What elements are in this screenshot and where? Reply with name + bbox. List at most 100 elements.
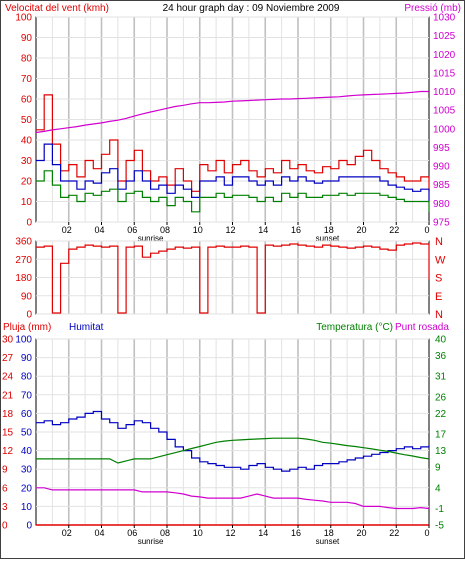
x-tick-label-10: 10: [193, 225, 203, 235]
wind-pressure-panel: 0102030405060708090100975980985990995100…: [15, 13, 455, 244]
direction-compass-0: N: [435, 236, 443, 248]
x-tick-label-04: 04: [94, 225, 104, 235]
temp-y-tick-22: 22: [435, 409, 447, 420]
direction-y-tick-360: 360: [15, 237, 32, 248]
wind-direction-series: [36, 242, 430, 314]
direction-y-tick-90: 90: [21, 291, 33, 302]
direction-compass-1: W: [435, 254, 446, 266]
humidity-y-tick-20: 20: [21, 483, 33, 494]
x-tick-label-16: 16: [291, 225, 301, 235]
temp-y-tick-36: 36: [435, 351, 447, 362]
wind-pressure-series-1: [36, 143, 430, 202]
temp-y-tick-31: 31: [435, 372, 447, 383]
x-tick-label-0: 0: [424, 528, 429, 538]
humidity-axis-label: Humitat: [69, 322, 104, 333]
humidity-y-tick-80: 80: [21, 372, 33, 383]
x-tick-label-08: 08: [160, 528, 170, 538]
humidity-y-tick-90: 90: [21, 353, 33, 364]
rain-y-tick-5: 15: [2, 428, 14, 439]
rain-y-tick-7: 21: [2, 390, 14, 401]
wind-pressure-series-2: [36, 170, 430, 213]
temp-y-tick-4: 4: [435, 483, 441, 494]
direction-compass-4: N: [435, 309, 443, 321]
rain-y-tick-4: 12: [2, 446, 14, 457]
sunset-label: sunset: [316, 537, 340, 546]
sunset-label: sunset: [316, 234, 340, 243]
pressure-y-tick-1020: 1020: [433, 50, 456, 61]
humidity-y-tick-50: 50: [21, 428, 33, 439]
humidity-y-tick-30: 30: [21, 465, 33, 476]
pressure-y-tick-1025: 1025: [433, 31, 456, 42]
rain-y-tick-8: 24: [2, 372, 14, 383]
pressure-y-tick-985: 985: [433, 180, 450, 191]
x-tick-label-22: 22: [389, 225, 399, 235]
x-tick-label-12: 12: [225, 528, 235, 538]
pressure-y-tick-1030: 1030: [433, 13, 456, 24]
humidity-y-tick-0: 0: [26, 521, 32, 532]
temp-y-tick-26: 26: [435, 392, 447, 403]
x-tick-label-06: 06: [127, 225, 137, 235]
rain-y-tick-9: 27: [2, 353, 14, 364]
wind-y-tick-90: 90: [21, 33, 33, 44]
humidity-y-tick-70: 70: [21, 390, 33, 401]
x-tick-label-14: 14: [258, 225, 268, 235]
x-tick-label-16: 16: [291, 528, 301, 538]
wind-y-tick-50: 50: [21, 115, 33, 126]
humidity-temperature-series-3: [36, 487, 430, 510]
wind-y-tick-10: 10: [21, 197, 33, 208]
direction-compass-3: E: [435, 291, 442, 303]
rain-y-tick-0: 0: [2, 521, 8, 532]
humidity-y-tick-40: 40: [21, 446, 33, 457]
pressure-axis-label: Pressió (mb): [404, 3, 461, 14]
x-tick-label-20: 20: [356, 528, 366, 538]
x-tick-label-0: 0: [424, 225, 429, 235]
x-tick-label-10: 10: [193, 528, 203, 538]
pressure-y-tick-1005: 1005: [433, 106, 456, 117]
wind-y-tick-0: 0: [26, 218, 32, 229]
pressure-y-tick-1010: 1010: [433, 87, 456, 98]
wind-axis-label: Velocitat del vent (kmh): [5, 3, 109, 14]
direction-compass-2: S: [435, 273, 442, 285]
x-tick-label-22: 22: [389, 528, 399, 538]
chart-title: 24 hour graph day : 09 Noviembre 2009: [163, 3, 340, 14]
rain-axis-label: Pluja (mm): [3, 322, 51, 333]
pressure-y-tick-975: 975: [433, 218, 450, 229]
wind-y-tick-40: 40: [21, 136, 33, 147]
sunrise-label: sunrise: [138, 537, 164, 546]
humidity-y-tick-10: 10: [21, 502, 33, 513]
x-tick-label-14: 14: [258, 528, 268, 538]
temp-y-tick-9: 9: [435, 463, 441, 474]
humidity-y-tick-100: 100: [15, 335, 32, 346]
pressure-y-tick-980: 980: [433, 199, 450, 210]
x-tick-label-02: 02: [62, 225, 72, 235]
x-tick-label-06: 06: [127, 528, 137, 538]
temp-y-tick-40: 40: [435, 335, 447, 346]
direction-y-tick-270: 270: [15, 255, 32, 266]
pressure-y-tick-1015: 1015: [433, 68, 456, 79]
x-tick-label-18: 18: [324, 225, 334, 235]
sunrise-label: sunrise: [138, 234, 164, 243]
x-tick-label-02: 02: [62, 528, 72, 538]
rain-y-tick-2: 6: [2, 483, 8, 494]
rain-y-tick-1: 3: [2, 502, 8, 513]
pressure-y-tick-995: 995: [433, 143, 450, 154]
direction-y-tick-180: 180: [15, 273, 32, 284]
pressure-y-tick-1000: 1000: [433, 124, 456, 135]
x-tick-label-04: 04: [94, 528, 104, 538]
wind-y-tick-70: 70: [21, 74, 33, 85]
x-tick-label-08: 08: [160, 225, 170, 235]
temp-y-tick--5: -5: [435, 521, 444, 532]
wind-y-tick-60: 60: [21, 95, 33, 106]
humidity-temperature-series-2: [36, 437, 430, 464]
wind-y-tick-30: 30: [21, 156, 33, 167]
direction-y-tick-0: 0: [26, 310, 32, 321]
temp-y-tick--1: -1: [435, 504, 444, 515]
wind-pressure-series-0: [36, 94, 430, 192]
x-tick-label-12: 12: [225, 225, 235, 235]
humidity-temperature-series-1: [36, 410, 430, 472]
temperature-axis-label: Temperatura (°C): [316, 322, 393, 333]
